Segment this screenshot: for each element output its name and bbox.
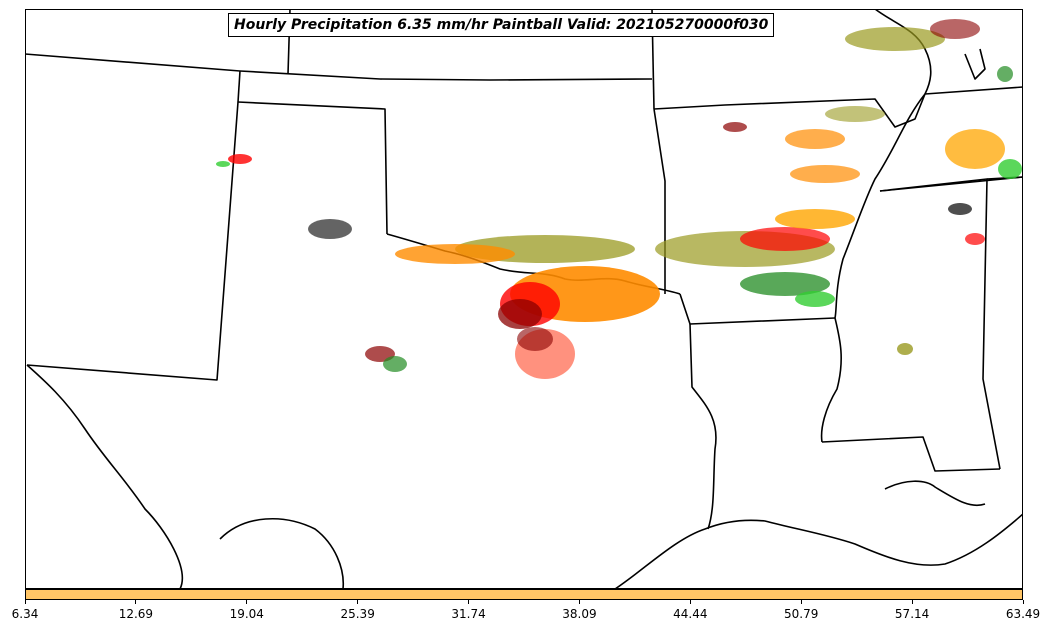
precip-tail-darkred xyxy=(517,327,553,351)
boundary-tennessee-south xyxy=(879,176,1023,192)
precip-kentucky-green xyxy=(997,66,1013,82)
boundary-mississippi-delta xyxy=(884,480,986,506)
colorbar-tick-label: 6.34 xyxy=(11,607,39,621)
boundary-gulf-coast xyxy=(614,513,1023,589)
colorbar-tick xyxy=(689,600,691,604)
colorbar-tick xyxy=(24,600,26,604)
state-boundaries xyxy=(25,9,1023,589)
precip-colorado-green xyxy=(216,161,230,167)
boundary-texas-rio-grande xyxy=(26,364,183,589)
precip-texas-green xyxy=(383,356,407,372)
colorbar-tick xyxy=(578,600,580,604)
precip-band-east-red xyxy=(740,227,830,251)
precip-colorado-red xyxy=(228,154,252,164)
precip-black-east xyxy=(948,203,972,215)
boundary-arkansas-north xyxy=(653,86,1023,128)
map-title: Hourly Precipitation 6.35 mm/hr Paintbal… xyxy=(228,13,775,37)
map-panel xyxy=(25,9,1023,589)
precip-northeast-olive xyxy=(845,27,945,51)
colorbar-tick-label: 25.39 xyxy=(340,607,375,621)
precip-tennessee-orange xyxy=(945,129,1005,169)
colorbar-tick-label: 31.74 xyxy=(451,607,486,621)
boundary-illinois-west xyxy=(874,9,932,95)
precip-black-nm xyxy=(308,219,352,239)
precip-arkansas-olive xyxy=(825,106,885,122)
precip-ark-darkred xyxy=(723,122,747,132)
boundary-louisiana-west xyxy=(689,323,717,530)
colorbar-tick-label: 19.04 xyxy=(229,607,264,621)
colorbar-tick-label: 63.49 xyxy=(1005,607,1041,621)
colorbar-tick xyxy=(246,600,248,604)
boundary-rio-grande-east xyxy=(219,517,345,589)
precip-arkansas-orange xyxy=(785,129,845,149)
precip-band-east-orange xyxy=(775,209,855,229)
precipitation-swaths xyxy=(216,19,1022,379)
colorbar-tick xyxy=(357,600,359,604)
colorbar-tick-label: 12.69 xyxy=(118,607,154,621)
precip-alabama-red xyxy=(965,233,985,245)
colorbar-tick-label: 44.44 xyxy=(673,607,708,621)
boundary-colorado-east xyxy=(237,70,241,103)
boundary-new-mexico-east xyxy=(26,101,239,381)
colorbar-tick xyxy=(1022,600,1024,604)
boundary-oklahoma-panhandle xyxy=(237,101,388,235)
precip-arkansas-orange2 xyxy=(790,165,860,183)
boundary-oklahoma-east xyxy=(653,108,666,294)
precip-lime-east xyxy=(795,291,835,307)
boundary-kansas-south xyxy=(25,53,653,81)
precip-core-darkred xyxy=(498,299,542,329)
colorbar-tick xyxy=(800,600,802,604)
map-canvas xyxy=(25,9,1023,589)
colorbar-tick-label: 38.09 xyxy=(562,607,597,621)
precip-tennessee-green xyxy=(998,159,1022,179)
precip-green-east xyxy=(740,272,830,296)
colorbar-tick xyxy=(135,600,137,604)
boundary-mississippi-alabama xyxy=(879,178,1001,470)
colorbar-tick xyxy=(911,600,913,604)
colorbar-tick-label: 57.14 xyxy=(894,607,930,621)
boundary-louisiana-east xyxy=(821,436,1001,472)
boundary-lake-michigan xyxy=(964,48,986,80)
precip-band-orange-west xyxy=(395,244,515,264)
precip-northeast-red xyxy=(930,19,980,39)
colorbar xyxy=(25,589,1023,600)
boundary-mississippi-river xyxy=(820,93,926,443)
colorbar-tick xyxy=(468,600,470,604)
precip-louisiana-olive xyxy=(897,343,913,355)
colorbar-tick-label: 50.79 xyxy=(784,607,819,621)
